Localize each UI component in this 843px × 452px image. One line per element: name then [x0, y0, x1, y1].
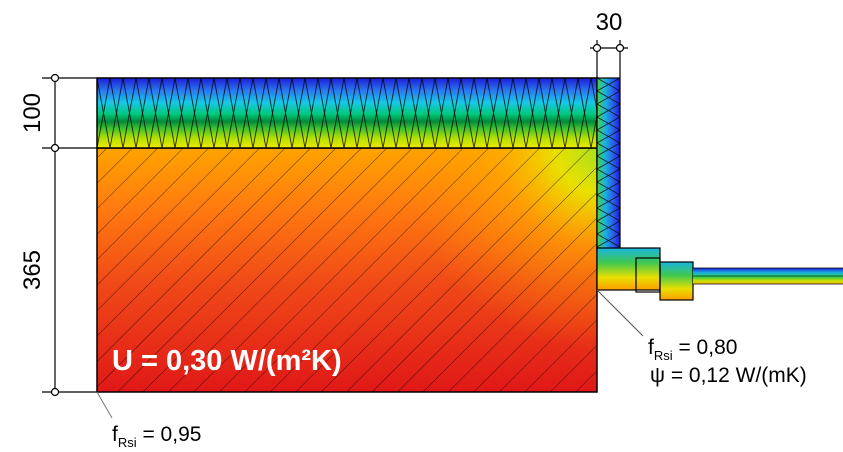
dimension-label-100: 100	[19, 93, 46, 133]
corner-leader-line	[596, 289, 644, 337]
psi-value-label: ψ = 0,12 W/(mK)	[650, 364, 807, 387]
corner-detail	[596, 247, 694, 301]
insulation-layer	[96, 77, 598, 149]
corner-frsi-label: fRsi = 0,80	[648, 336, 737, 363]
bottom-left-frsi-label: fRsi = 0,95	[112, 423, 201, 450]
bottom-left-leader-line	[96, 391, 113, 419]
edge-insulation	[596, 77, 621, 251]
masonry-wall	[96, 147, 598, 393]
dimension-label-365: 365	[19, 250, 46, 290]
vertical-dimension-line	[42, 73, 97, 397]
u-value-label: U = 0,30 W/(m²K)	[112, 345, 342, 377]
floor-slab-layer	[693, 267, 843, 285]
dimension-label-30: 30	[596, 9, 623, 36]
horizontal-dimension-line	[590, 40, 628, 78]
